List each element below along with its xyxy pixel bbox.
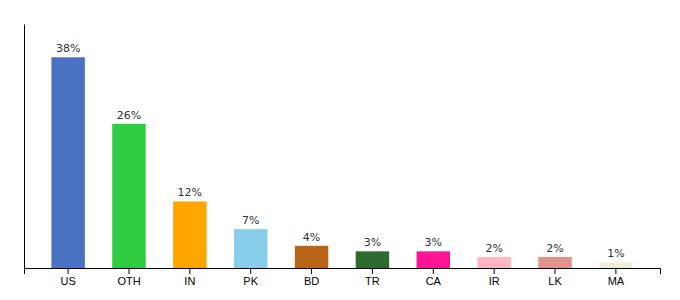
- bar: [295, 246, 328, 268]
- x-tick-label: US: [60, 275, 75, 287]
- x-tick-mark: [250, 268, 251, 274]
- x-tick-mark: [311, 268, 312, 274]
- x-tick: IR: [489, 268, 500, 287]
- chart-container: 38% 26% 12% 7% 4% 3% 3% 2% 2% 1% US OTH IN PK BD TR CA IR…: [0, 0, 680, 300]
- x-tick-mark: [433, 268, 434, 274]
- data-label: 3%: [425, 236, 442, 249]
- x-tick-mark: [372, 268, 373, 274]
- x-tick-mark: [128, 268, 129, 274]
- x-tick-label: CA: [426, 275, 442, 287]
- x-tick-label: OTH: [117, 275, 140, 287]
- data-label: 2%: [546, 242, 563, 255]
- x-tick-mark: [189, 268, 190, 274]
- bar: [356, 251, 389, 268]
- x-tick-mark: [615, 268, 616, 274]
- x-tick-label: PK: [243, 275, 258, 287]
- plot-area: 38% 26% 12% 7% 4% 3% 3% 2% 2% 1% US OTH IN PK BD TR CA IR…: [25, 25, 661, 287]
- bars: [51, 57, 632, 268]
- x-tick: LK: [548, 268, 562, 287]
- x-axis-line: [25, 269, 661, 275]
- x-tick: US: [60, 268, 75, 287]
- bar: [234, 229, 267, 268]
- x-axis: US OTH IN PK BD TR CA IR LK MA: [25, 268, 661, 287]
- x-tick-mark: [555, 268, 556, 274]
- x-tick-label: IR: [489, 275, 500, 287]
- x-tick-label: MA: [608, 275, 625, 287]
- bar: [112, 124, 145, 268]
- bar: [173, 201, 206, 268]
- data-labels: 38% 26% 12% 7% 4% 3% 3% 2% 2% 1%: [56, 42, 625, 260]
- bar: [417, 251, 450, 268]
- data-label: 3%: [364, 236, 381, 249]
- bar: [51, 57, 84, 268]
- data-label: 4%: [303, 231, 320, 244]
- x-tick: IN: [184, 268, 195, 287]
- x-tick-label: TR: [365, 275, 380, 287]
- data-label: 7%: [242, 214, 259, 227]
- x-tick: BD: [304, 268, 319, 287]
- bar: [538, 257, 571, 268]
- data-label: 2%: [485, 242, 502, 255]
- bar: [477, 257, 510, 268]
- data-label: 1%: [607, 247, 624, 260]
- x-tick: CA: [426, 268, 442, 287]
- x-tick: TR: [365, 268, 380, 287]
- x-tick-label: LK: [548, 275, 562, 287]
- x-tick: OTH: [117, 268, 140, 287]
- x-tick-mark: [68, 268, 69, 274]
- y-axis-line: [24, 25, 25, 269]
- chart-svg: 38% 26% 12% 7% 4% 3% 3% 2% 2% 1% US OTH IN PK BD TR CA IR…: [0, 0, 680, 300]
- x-tick-label: BD: [304, 275, 319, 287]
- y-axis: [24, 25, 25, 269]
- data-label: 12%: [178, 186, 202, 199]
- bar: [599, 262, 632, 268]
- data-label: 38%: [56, 42, 80, 55]
- x-tick: MA: [608, 268, 625, 287]
- x-tick: PK: [243, 268, 258, 287]
- data-label: 26%: [117, 109, 141, 122]
- x-tick-mark: [494, 268, 495, 274]
- x-tick-label: IN: [184, 275, 195, 287]
